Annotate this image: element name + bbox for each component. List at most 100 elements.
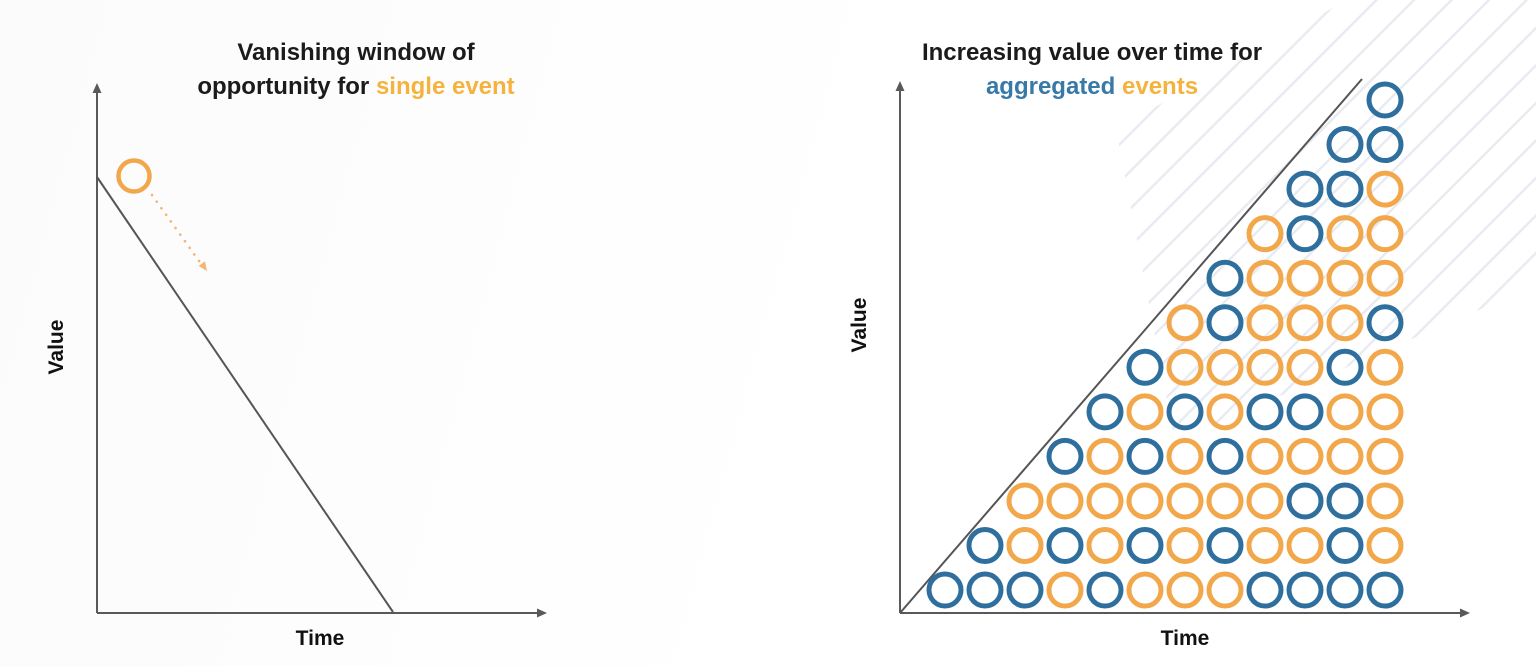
right-chart: Value Time bbox=[848, 78, 1470, 650]
orange-event-circle bbox=[1246, 348, 1284, 386]
decay-dotted-arrow bbox=[150, 193, 201, 263]
blue-event-circle bbox=[1206, 527, 1244, 564]
orange-event-circle bbox=[1246, 482, 1284, 520]
orange-event-circle bbox=[1166, 571, 1204, 609]
orange-event-circle bbox=[1166, 348, 1204, 386]
orange-event-circle bbox=[1086, 527, 1124, 564]
blue-event-circle bbox=[966, 527, 1004, 564]
orange-event-circle bbox=[1046, 571, 1084, 609]
blue-event-circle bbox=[1086, 571, 1124, 609]
blue-event-circle bbox=[1046, 437, 1084, 475]
blue-event-circle bbox=[1366, 126, 1404, 164]
orange-event-circle bbox=[1366, 393, 1404, 431]
right-x-axis-label: Time bbox=[1161, 627, 1210, 650]
orange-event-circle bbox=[1006, 482, 1044, 520]
left-decay-trend-line bbox=[96, 176, 394, 613]
left-chart-title: Vanishing window of opportunity for sing… bbox=[136, 36, 576, 104]
orange-event-circle bbox=[1326, 215, 1364, 253]
orange-event-circle bbox=[1126, 482, 1164, 520]
orange-event-circle bbox=[1166, 437, 1204, 475]
orange-event-circle bbox=[1286, 437, 1324, 475]
orange-event-circle bbox=[1166, 304, 1204, 342]
orange-event-circle bbox=[1286, 348, 1324, 386]
orange-event-circle bbox=[1166, 482, 1204, 520]
orange-event-circle bbox=[1086, 482, 1124, 520]
orange-event-circle bbox=[1246, 215, 1284, 253]
blue-event-circle bbox=[1126, 437, 1164, 475]
blue-event-circle bbox=[1126, 348, 1164, 386]
orange-event-circle bbox=[1086, 437, 1124, 475]
blue-event-circle bbox=[1046, 527, 1084, 564]
blue-event-circle bbox=[1366, 81, 1404, 119]
orange-event-circle bbox=[1206, 482, 1244, 520]
blue-event-circle bbox=[1246, 571, 1284, 609]
left-title-line1: Vanishing window of bbox=[237, 39, 475, 66]
orange-event-circle bbox=[1366, 259, 1404, 297]
orange-event-circle bbox=[1046, 482, 1084, 520]
orange-event-circle bbox=[1326, 437, 1364, 475]
blue-event-circle bbox=[1206, 437, 1244, 475]
left-title-line2-prefix: opportunity for bbox=[197, 73, 376, 100]
blue-event-circle bbox=[1166, 393, 1204, 431]
orange-event-circle bbox=[1366, 437, 1404, 475]
orange-event-circle bbox=[1166, 527, 1204, 564]
orange-event-circle bbox=[1326, 259, 1364, 297]
left-chart: Value Time bbox=[45, 83, 547, 650]
orange-event-circle bbox=[1366, 215, 1404, 253]
blue-event-circle bbox=[1286, 170, 1324, 208]
blue-event-circle bbox=[926, 571, 964, 609]
right-title-highlight-events: events bbox=[1122, 73, 1199, 100]
single-event-circle bbox=[116, 158, 152, 194]
blue-event-circle bbox=[1286, 393, 1324, 431]
orange-event-circle bbox=[1366, 527, 1404, 564]
right-growth-trend-line bbox=[899, 78, 1363, 614]
blue-event-circle bbox=[1366, 304, 1404, 342]
blue-event-circle bbox=[1206, 304, 1244, 342]
decay-dotted-arrowhead-icon bbox=[198, 261, 207, 271]
blue-event-circle bbox=[1086, 393, 1124, 431]
left-x-axis-arrowhead-icon bbox=[537, 608, 547, 618]
right-y-axis-label: Value bbox=[848, 298, 871, 353]
left-title-highlight-single-event: single event bbox=[375, 73, 515, 100]
right-title-line1: Increasing value over time for bbox=[921, 39, 1263, 66]
blue-event-circle bbox=[1006, 571, 1044, 609]
blue-event-circle bbox=[1326, 527, 1364, 564]
orange-event-circle bbox=[1246, 527, 1284, 564]
orange-event-circle bbox=[1246, 304, 1284, 342]
orange-event-circle bbox=[1366, 170, 1404, 208]
orange-event-circle bbox=[1366, 482, 1404, 520]
blue-event-circle bbox=[1326, 170, 1364, 208]
orange-event-circle bbox=[1286, 304, 1324, 342]
blue-event-circle bbox=[1366, 571, 1404, 609]
blue-event-circle bbox=[1286, 482, 1324, 520]
left-x-axis-label: Time bbox=[296, 627, 345, 650]
orange-event-circle bbox=[1126, 571, 1164, 609]
blue-event-circle bbox=[1246, 393, 1284, 431]
blue-event-circle bbox=[1326, 571, 1364, 609]
left-y-axis-label: Value bbox=[45, 320, 68, 375]
right-x-axis-arrowhead-icon bbox=[1460, 608, 1470, 618]
right-title-highlight-aggregated: aggregated bbox=[985, 73, 1116, 100]
right-chart-title: Increasing value over time for aggregate… bbox=[872, 36, 1312, 104]
orange-event-circle bbox=[1246, 437, 1284, 475]
left-title-line2: opportunity for single event bbox=[136, 70, 576, 104]
orange-event-circle bbox=[1206, 571, 1244, 609]
blue-event-circle bbox=[1126, 527, 1164, 564]
orange-event-circle bbox=[1206, 348, 1244, 386]
orange-event-circle bbox=[1206, 393, 1244, 431]
blue-event-circle bbox=[1206, 259, 1244, 297]
orange-event-circle bbox=[1366, 348, 1404, 386]
blue-event-circle bbox=[1326, 482, 1364, 520]
orange-event-circle bbox=[1126, 393, 1164, 431]
blue-event-circle bbox=[1326, 126, 1364, 164]
left-y-axis-arrowhead-icon bbox=[92, 83, 102, 93]
blue-event-circle bbox=[1286, 215, 1324, 253]
orange-event-circle bbox=[1246, 259, 1284, 297]
right-title-line2: aggregated events bbox=[872, 70, 1312, 104]
aggregated-events-circle-grid bbox=[926, 81, 1404, 609]
orange-event-circle bbox=[1326, 393, 1364, 431]
right-y-axis-arrowhead-icon bbox=[895, 81, 905, 91]
orange-event-circle bbox=[1286, 527, 1324, 564]
